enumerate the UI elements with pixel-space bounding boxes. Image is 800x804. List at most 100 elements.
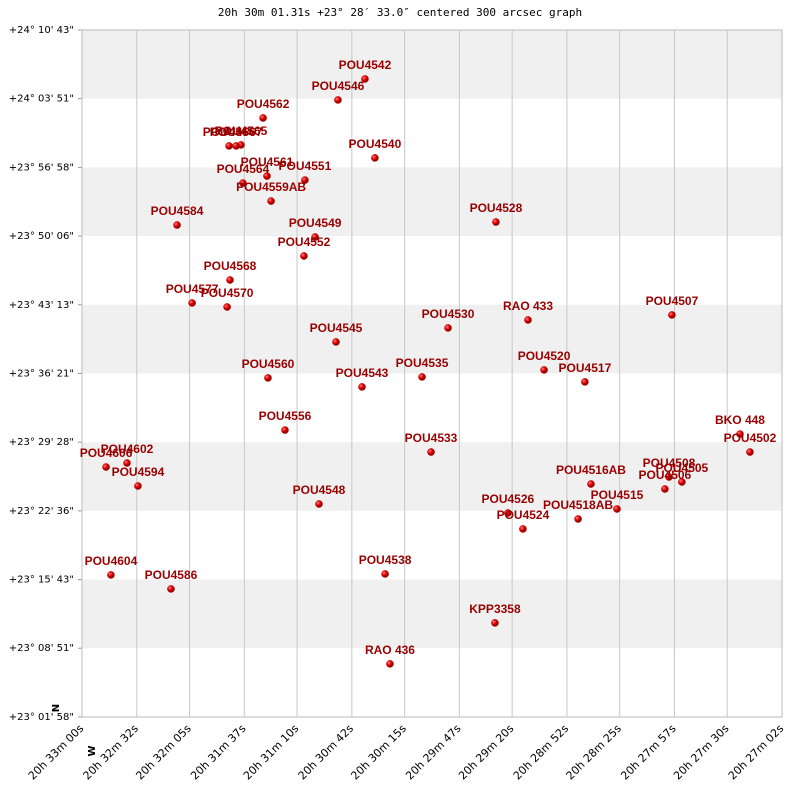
star-label: POU4516AB xyxy=(556,463,626,477)
star-label: POU4546 xyxy=(312,79,365,93)
x-tick-label: 20h 28m 52s xyxy=(511,722,572,783)
star-label: KPP3358 xyxy=(469,602,521,616)
star-point xyxy=(574,515,582,523)
star-point xyxy=(427,448,435,456)
star-point xyxy=(504,509,512,517)
star-label: POU4577 xyxy=(166,282,219,296)
star-point xyxy=(665,473,673,481)
star-point xyxy=(263,172,271,180)
x-tick-label: 20h 31m 37s xyxy=(188,722,249,783)
star-label: RAO 436 xyxy=(365,643,415,657)
star-label: POU4562 xyxy=(237,97,290,111)
star-point xyxy=(358,383,366,391)
star-label: POU4602 xyxy=(101,442,154,456)
star-label: POU4568 xyxy=(204,259,257,273)
star-label: POU4565 xyxy=(215,124,268,138)
star-label: POU4561 xyxy=(241,155,294,169)
plot-border xyxy=(81,29,783,718)
west-label: W xyxy=(87,745,98,756)
y-tick-label: +23° 08' 51" xyxy=(9,643,74,654)
star-point xyxy=(381,570,389,578)
star-point xyxy=(107,571,115,579)
star-point xyxy=(264,374,272,382)
star-label: POU4538 xyxy=(359,553,412,567)
star-point xyxy=(746,448,754,456)
star-label: POU4540 xyxy=(349,137,402,151)
star-point xyxy=(123,459,131,467)
star-point xyxy=(332,338,340,346)
star-label: POU4502 xyxy=(724,431,777,445)
x-tick-label: 20h 27m 30s xyxy=(671,722,732,783)
star-point xyxy=(581,378,589,386)
star-point xyxy=(519,525,527,533)
star-point xyxy=(668,311,676,319)
star-label: POU4520 xyxy=(518,349,571,363)
star-label: POU4551 xyxy=(279,159,332,173)
star-label: POU4507 xyxy=(646,294,699,308)
x-tick-label: 20h 27m 02s xyxy=(726,722,787,783)
star-point xyxy=(540,366,548,374)
x-tick-label: 20h 31m 10s xyxy=(241,722,302,783)
x-tick-label: 20h 29m 20s xyxy=(456,722,517,783)
star-point xyxy=(371,154,379,162)
star-label: POU4586 xyxy=(145,568,198,582)
star-point xyxy=(334,96,342,104)
star-label: POU4526 xyxy=(482,492,535,506)
y-tick-label: +23° 50' 06" xyxy=(9,231,74,242)
star-point xyxy=(226,276,234,284)
star-label: POU4515 xyxy=(591,488,644,502)
star-label: BKO 448 xyxy=(715,413,765,427)
star-point xyxy=(281,426,289,434)
star-label: POU4594 xyxy=(112,465,165,479)
star-label: POU4535 xyxy=(396,356,449,370)
star-label: POU4564 xyxy=(217,162,270,176)
star-label: POU4604 xyxy=(85,554,138,568)
x-tick-label: 20h 33m 00s xyxy=(26,722,87,783)
x-tick-label: 20h 30m 42s xyxy=(296,722,357,783)
star-label: POU4559AB xyxy=(236,180,306,194)
x-tick-label: 20h 30m 15s xyxy=(348,722,409,783)
star-label: POU4556 xyxy=(259,409,312,423)
north-label: N xyxy=(51,704,62,712)
x-tick-label: 20h 28m 25s xyxy=(564,722,625,783)
star-label: POU4552 xyxy=(278,235,331,249)
y-tick-label: +23° 29' 28" xyxy=(9,437,74,448)
star-label: POU4566 xyxy=(203,125,256,139)
star-point xyxy=(267,197,275,205)
star-label: POU4570 xyxy=(201,286,254,300)
star-label: POU4506 xyxy=(639,468,692,482)
star-label: POU4543 xyxy=(336,366,389,380)
star-point xyxy=(300,252,308,260)
star-point xyxy=(386,660,394,668)
star-point xyxy=(736,430,744,438)
star-label: POU4508 xyxy=(643,456,696,470)
star-point xyxy=(188,299,196,307)
star-point xyxy=(524,316,532,324)
star-label: POU4567 xyxy=(210,125,263,139)
star-point xyxy=(311,233,319,241)
star-point xyxy=(232,142,240,150)
star-label: POU4530 xyxy=(422,307,475,321)
star-label: POU4549 xyxy=(289,216,342,230)
star-label: RAO 433 xyxy=(503,299,553,313)
star-point xyxy=(239,179,247,187)
y-tick-label: +23° 01' 58" xyxy=(9,712,74,723)
y-tick-label: +24° 03' 51" xyxy=(9,94,74,105)
star-label: POU4584 xyxy=(151,204,204,218)
star-label: POU4517 xyxy=(559,361,612,375)
y-tick-label: +23° 56' 58" xyxy=(9,162,74,173)
grid-band xyxy=(82,304,782,374)
star-label: POU4533 xyxy=(405,431,458,445)
y-tick-label: +24° 10' 43" xyxy=(9,25,74,36)
star-point xyxy=(678,478,686,486)
star-label: POU4560 xyxy=(242,357,295,371)
grid-band xyxy=(82,30,782,99)
grid-band xyxy=(82,167,782,237)
star-label: POU4545 xyxy=(310,321,363,335)
star-label: POU4505 xyxy=(656,461,709,475)
star-point xyxy=(223,303,231,311)
star-point xyxy=(102,463,110,471)
y-tick-label: +23° 22' 36" xyxy=(9,506,74,517)
